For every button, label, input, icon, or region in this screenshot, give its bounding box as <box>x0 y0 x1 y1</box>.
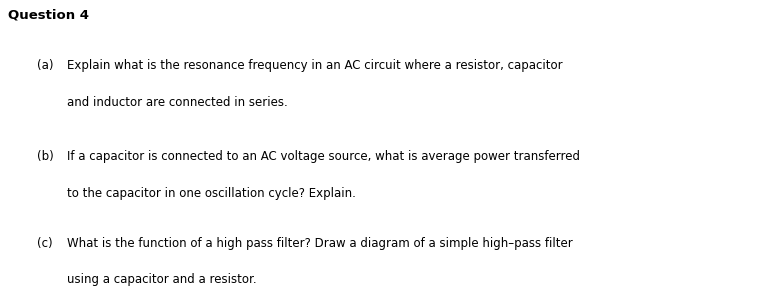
Text: (a): (a) <box>37 59 53 72</box>
Text: What is the function of a high pass filter? Draw a diagram of a simple high–pass: What is the function of a high pass filt… <box>67 237 573 250</box>
Text: Explain what is the resonance frequency in an AC circuit where a resistor, capac: Explain what is the resonance frequency … <box>67 59 562 72</box>
Text: (c): (c) <box>37 237 53 250</box>
Text: If a capacitor is connected to an AC voltage source, what is average power trans: If a capacitor is connected to an AC vol… <box>67 150 580 163</box>
Text: using a capacitor and a resistor.: using a capacitor and a resistor. <box>67 273 256 286</box>
Text: (b): (b) <box>37 150 53 163</box>
Text: Question 4: Question 4 <box>8 9 88 22</box>
Text: and inductor are connected in series.: and inductor are connected in series. <box>67 96 288 108</box>
Text: to the capacitor in one oscillation cycle? Explain.: to the capacitor in one oscillation cycl… <box>67 187 356 200</box>
